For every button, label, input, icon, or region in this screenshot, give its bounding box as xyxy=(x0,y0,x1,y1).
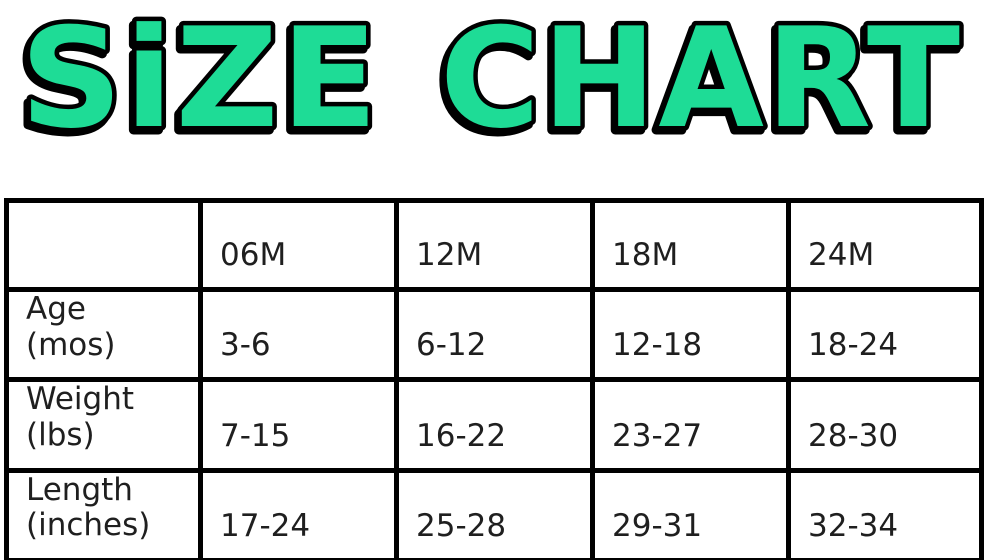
table-cell-length-24m: 32-34 xyxy=(786,467,984,560)
table-cell-age-24m: 18-24 xyxy=(786,286,984,383)
row-label-unit: (inches) xyxy=(26,507,151,544)
table-cell-weight-18m: 23-27 xyxy=(590,377,791,473)
table-cell-length-18m: 29-31 xyxy=(590,467,791,560)
column-header-06m: 06M xyxy=(198,198,399,292)
table-cell-weight-24m: 28-30 xyxy=(786,377,984,473)
table-cell-weight-12m: 16-22 xyxy=(394,377,595,473)
table-cell-age-12m: 6-12 xyxy=(394,286,595,383)
table-cell-length-06m: 17-24 xyxy=(198,467,399,560)
row-label-text: Weight xyxy=(26,381,135,418)
size-chart-title: SiZE CHART xyxy=(16,0,965,164)
table-row-length: Length (inches) 17-24 25-28 29-31 32-34 xyxy=(4,467,984,560)
row-label-length: Length (inches) xyxy=(4,467,203,560)
row-label-text: Age xyxy=(26,291,86,327)
column-header-24m: 24M xyxy=(786,198,984,292)
title-word-size: SiZE xyxy=(20,0,380,159)
table-cell-length-12m: 25-28 xyxy=(394,467,595,560)
column-header-18m: 18M xyxy=(590,198,791,292)
table-cell-age-06m: 3-6 xyxy=(198,286,399,383)
column-header-12m: 12M xyxy=(394,198,595,292)
table-row-age: Age (mos) 3-6 6-12 12-18 18-24 xyxy=(4,286,984,383)
row-label-age: Age (mos) xyxy=(4,286,203,383)
size-table: 06M 12M 18M 24M Age (mos) 3-6 6-12 12-18… xyxy=(4,198,984,560)
row-label-weight: Weight (lbs) xyxy=(4,377,203,473)
title-word-chart: CHART xyxy=(440,0,962,159)
row-label-text: Length xyxy=(26,471,133,508)
row-label-unit: (lbs) xyxy=(26,416,95,453)
header-row: 06M 12M 18M 24M xyxy=(4,198,984,292)
table-row-weight: Weight (lbs) 7-15 16-22 23-27 28-30 xyxy=(4,377,984,473)
row-label-unit: (mos) xyxy=(26,326,116,363)
table-cell-weight-06m: 7-15 xyxy=(198,377,399,473)
corner-cell xyxy=(4,198,203,292)
table-cell-age-18m: 12-18 xyxy=(590,286,791,383)
